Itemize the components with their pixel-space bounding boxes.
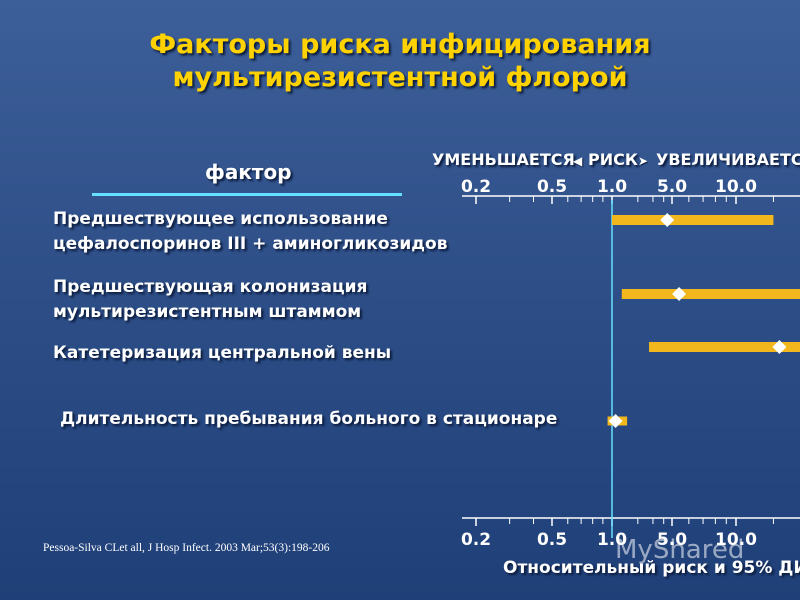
risk-increases-label: УВЕЛИЧИВАЕТСЯ bbox=[656, 150, 800, 169]
bottom-tick-label: 1.0 bbox=[597, 530, 627, 550]
factor-column-header: фактор bbox=[205, 160, 292, 184]
bottom-tick-label: 5.0 bbox=[657, 530, 687, 550]
factor-row-1-line-2: цефалоспоринов III + аминогликозидов bbox=[53, 234, 448, 254]
bottom-tick-label: 0.5 bbox=[537, 530, 567, 550]
risk-label: РИСК bbox=[588, 150, 638, 169]
ci-bar-3 bbox=[649, 342, 800, 352]
citation: Pessoa-Silva CLet all, J Hosp Infect. 20… bbox=[43, 542, 330, 554]
x-axis-caption: Относительный риск и 95% ДИ bbox=[503, 558, 800, 578]
top-tick-label: 5.0 bbox=[657, 177, 687, 197]
title-line-1: Факторы риска инфицирования bbox=[149, 29, 651, 60]
factor-row-1-line-1: Предшествующее использование bbox=[53, 209, 388, 229]
factor-row-1: Предшествующее использование цефалоспори… bbox=[53, 207, 447, 257]
factor-row-3-line-1: Катетеризация центральной вены bbox=[53, 343, 392, 363]
bottom-tick-label: 10.0 bbox=[715, 530, 757, 550]
top-tick-label: 1.0 bbox=[597, 177, 627, 197]
estimate-marker-1 bbox=[660, 213, 675, 227]
title-line-2: мультирезистентной флорой bbox=[172, 62, 628, 93]
risk-decreases-label: УМЕНЬШАЕТСЯ bbox=[432, 150, 575, 169]
factor-row-2: Предшествующая колонизация мультирезисте… bbox=[53, 275, 367, 325]
arrow-left-icon: ◀ bbox=[573, 154, 583, 168]
factor-row-2-line-1: Предшествующая колонизация bbox=[53, 277, 368, 297]
top-tick-label: 0.2 bbox=[461, 177, 491, 197]
estimate-marker-2 bbox=[672, 287, 687, 301]
factor-row-4-line-1: Длительность пребывания больного в стаци… bbox=[60, 409, 558, 429]
factor-row-2-line-2: мультирезистентным штаммом bbox=[53, 302, 362, 322]
bottom-tick-label: 0.2 bbox=[461, 530, 491, 550]
ci-bar-1 bbox=[612, 215, 774, 225]
watermark: MyShared bbox=[615, 535, 745, 565]
top-tick-label: 10.0 bbox=[715, 177, 757, 197]
estimate-marker-3 bbox=[772, 340, 787, 354]
factor-row-3: Катетеризация центральной вены bbox=[53, 341, 391, 366]
factor-row-4: Длительность пребывания больного в стаци… bbox=[60, 407, 557, 432]
arrow-right-icon: ➤ bbox=[638, 154, 649, 168]
ci-bar-2 bbox=[621, 289, 800, 299]
estimate-marker-4 bbox=[608, 414, 623, 428]
page-title: Факторы риска инфицирования мультирезист… bbox=[0, 28, 800, 94]
factor-header-underline bbox=[92, 193, 402, 196]
top-tick-label: 0.5 bbox=[537, 177, 567, 197]
